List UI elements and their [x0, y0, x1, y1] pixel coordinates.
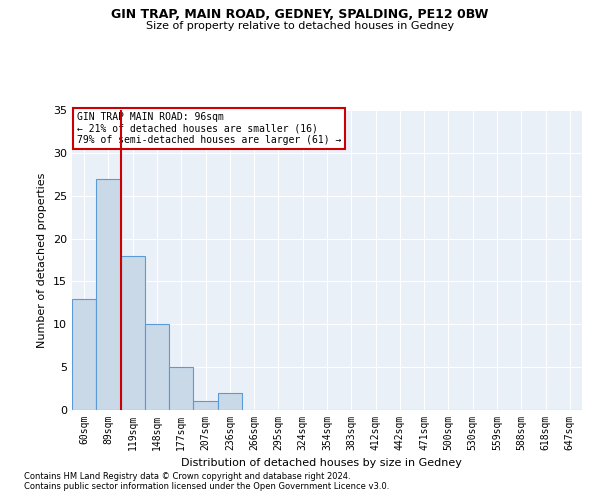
Bar [96, 178, 121, 410]
Bar [169, 367, 193, 410]
Bar [72, 298, 96, 410]
Text: Contains public sector information licensed under the Open Government Licence v3: Contains public sector information licen… [24, 482, 389, 491]
Text: GIN TRAP MAIN ROAD: 96sqm
← 21% of detached houses are smaller (16)
79% of semi-: GIN TRAP MAIN ROAD: 96sqm ← 21% of detac… [77, 112, 341, 144]
Text: GIN TRAP, MAIN ROAD, GEDNEY, SPALDING, PE12 0BW: GIN TRAP, MAIN ROAD, GEDNEY, SPALDING, P… [112, 8, 488, 20]
Bar [145, 324, 169, 410]
Bar [218, 393, 242, 410]
Y-axis label: Number of detached properties: Number of detached properties [37, 172, 47, 348]
Text: Distribution of detached houses by size in Gedney: Distribution of detached houses by size … [181, 458, 461, 468]
Bar [121, 256, 145, 410]
Text: Size of property relative to detached houses in Gedney: Size of property relative to detached ho… [146, 21, 454, 31]
Text: Contains HM Land Registry data © Crown copyright and database right 2024.: Contains HM Land Registry data © Crown c… [24, 472, 350, 481]
Bar [193, 402, 218, 410]
